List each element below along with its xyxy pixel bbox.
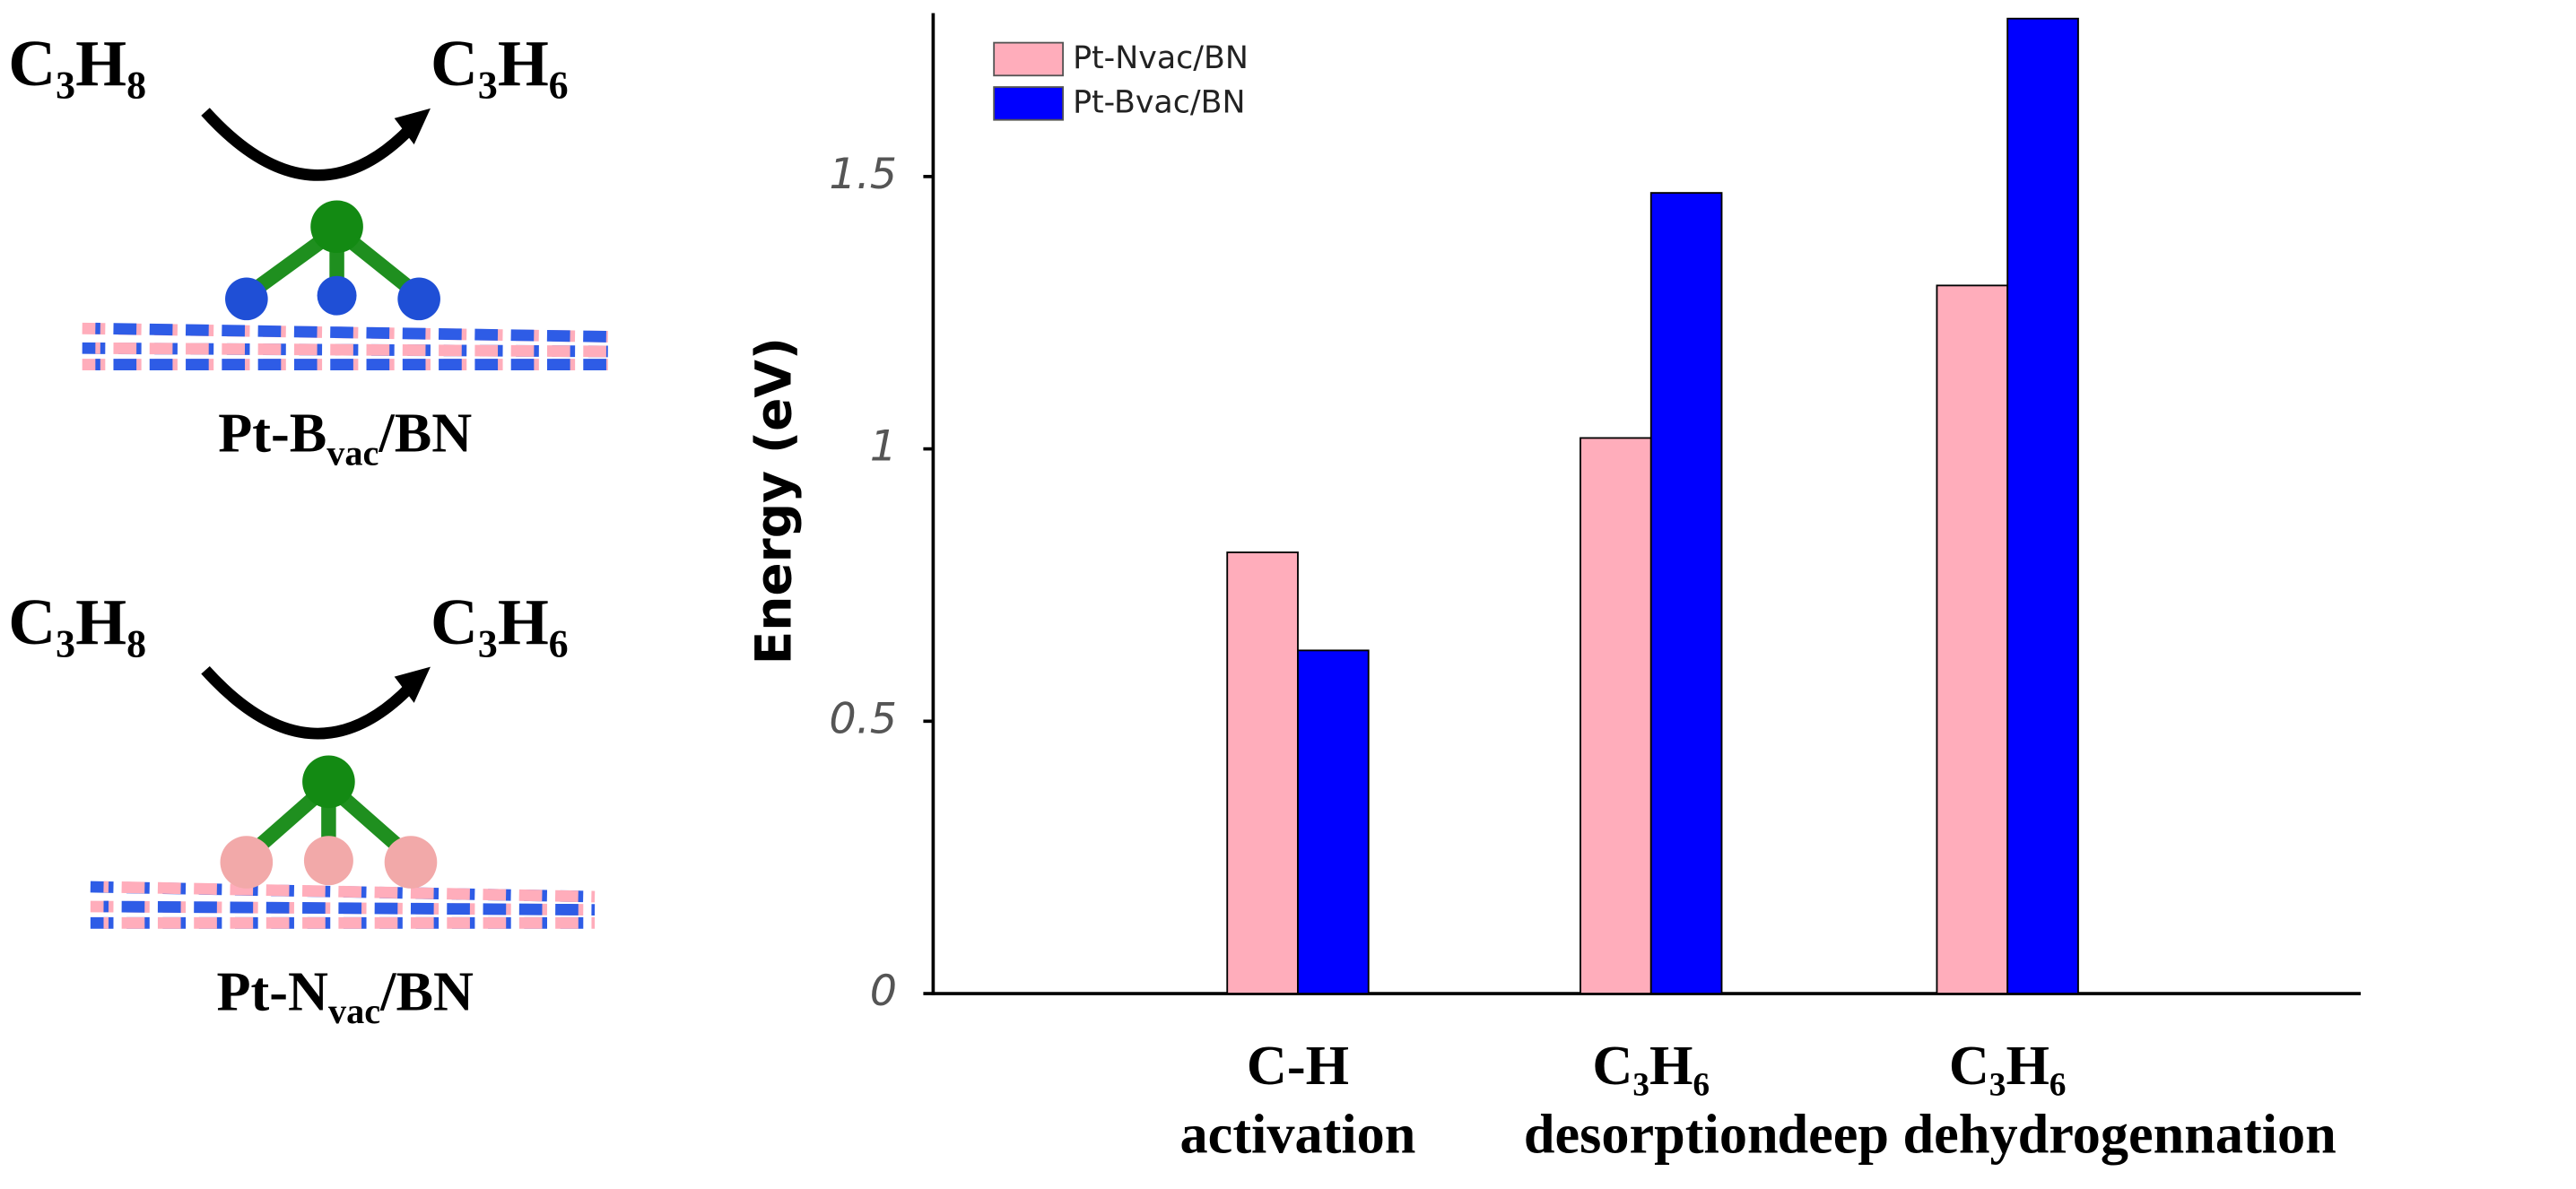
bar [2006,17,2079,994]
y-tick-label: 1 [870,422,897,472]
structure-label: Pt-Bvac/BN [218,404,472,473]
label-sub: vac [328,991,380,1031]
y-tick-label: 0.5 [829,694,897,743]
bar [1649,192,1723,994]
y-axis-title: Energy (eV) [745,337,803,664]
arrow-head [394,108,431,145]
bar [1297,649,1370,994]
label-part: Pt-N [216,961,328,1022]
y-tick-label: 0 [870,967,897,1016]
x-tick-label: C-H [1247,1036,1349,1097]
structure-bottom: C₃H₈ C₃H₆ Pt-Nvac/BN [8,586,596,1031]
bar [1226,551,1299,994]
product: C₃H₆ [431,27,569,100]
legend-label: Pt-Bvac/BN [1073,84,1245,120]
bar [1936,284,2009,994]
label-part: Pt-B [218,404,326,464]
legend-label: Pt-Nvac/BN [1073,40,1249,76]
arrow [201,108,415,181]
product: C₃H₆ [431,586,569,658]
legend-swatch [993,86,1065,121]
x-tick-label: desorption [1524,1105,1779,1166]
x-tick-label: activation [1180,1105,1416,1166]
y-tick-label: 1.5 [829,150,897,199]
label-part: /BN [378,404,472,464]
x-tick-label: C₃H₆ [1949,1036,2067,1097]
reactant: C₃H₈ [8,586,146,658]
structure-label: Pt-Nvac/BN [216,961,473,1031]
x-tick-label: C₃H₆ [1592,1036,1710,1097]
structure-top: C₃H₈ C₃H₆ Pt-Bvac/BN [8,27,608,473]
legend-swatch [993,41,1065,77]
arrow [201,665,415,740]
reactant: C₃H₈ [8,27,146,100]
x-tick-label: deep dehydrogennation [1777,1105,2336,1166]
label-part: /BN [379,961,474,1022]
bar [1580,437,1652,994]
arrow-head [394,666,431,703]
label-sub: vac [326,432,379,473]
